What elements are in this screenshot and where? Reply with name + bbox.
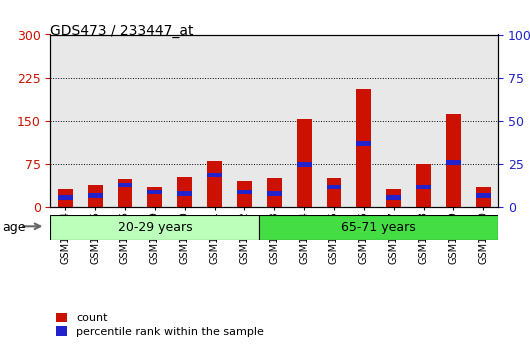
Legend: count, percentile rank within the sample: count, percentile rank within the sample [56,313,264,337]
Bar [58,189,73,207]
Bar [50,215,259,240]
Bar [147,190,162,194]
Bar [237,190,252,194]
Bar [87,193,103,198]
Bar [446,114,461,207]
Bar [386,195,401,199]
Bar [386,189,401,207]
Text: 65-71 years: 65-71 years [341,221,416,234]
Bar [207,161,222,207]
Bar [237,181,252,207]
Bar [476,193,491,198]
Bar [416,164,431,207]
Bar [147,187,162,207]
Bar [118,183,132,187]
Bar [259,215,498,240]
Text: 20-29 years: 20-29 years [118,221,192,234]
Bar [207,172,222,177]
Bar [416,185,431,189]
Bar [446,160,461,165]
Bar [58,195,73,199]
Bar [356,89,372,207]
Text: age: age [3,220,26,234]
Bar [267,178,282,207]
Bar [267,191,282,196]
Bar [356,141,372,146]
Bar [177,191,192,196]
Bar [476,187,491,207]
Bar [326,178,341,207]
Bar [297,162,312,167]
Bar [326,185,341,189]
Bar [177,177,192,207]
Text: GDS473 / 233447_at: GDS473 / 233447_at [50,24,194,38]
Bar [118,179,132,207]
Bar [297,119,312,207]
Bar [87,185,103,207]
